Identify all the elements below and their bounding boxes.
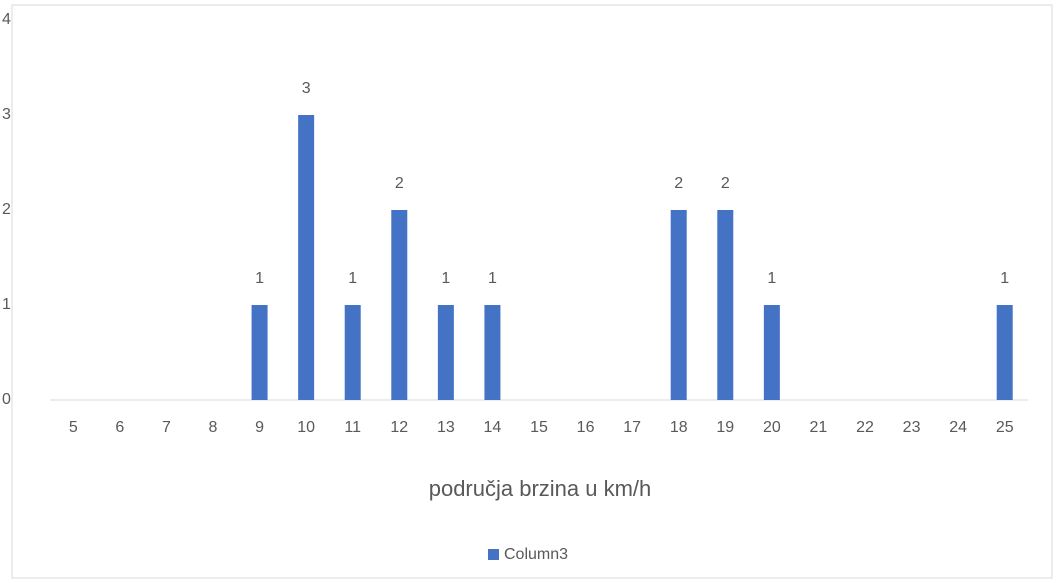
- x-tick-label: 16: [577, 419, 595, 436]
- x-tick-label: 15: [530, 419, 548, 436]
- x-tick-label: 19: [716, 419, 734, 436]
- data-label: 1: [767, 270, 776, 287]
- y-tick-label: 1: [2, 296, 11, 313]
- x-tick-label: 18: [670, 419, 688, 436]
- data-label: 1: [488, 270, 497, 287]
- data-label: 1: [348, 270, 357, 287]
- bar: [763, 305, 780, 400]
- x-tick-label: 7: [162, 419, 171, 436]
- x-tick-label: 13: [437, 419, 455, 436]
- x-tick-label: 22: [856, 419, 874, 436]
- y-tick-label: 4: [2, 11, 11, 28]
- bar: [391, 210, 408, 400]
- data-label: 2: [395, 175, 404, 192]
- chart-border: [11, 4, 1053, 579]
- x-tick-label: 17: [623, 419, 641, 436]
- x-tick-label: 6: [115, 419, 124, 436]
- x-tick-label: 12: [390, 419, 408, 436]
- x-tick-label: 21: [810, 419, 828, 436]
- bar: [670, 210, 687, 400]
- x-tick-label: 24: [949, 419, 967, 436]
- x-tick-label: 5: [69, 419, 78, 436]
- x-axis-title: područja brzina u km/h: [429, 476, 652, 501]
- x-tick-label: 25: [996, 419, 1014, 436]
- x-tick-label: 11: [344, 419, 361, 436]
- bar: [437, 305, 454, 400]
- data-label: 3: [302, 80, 311, 97]
- x-tick-label: 8: [209, 419, 218, 436]
- bar: [717, 210, 734, 400]
- x-tick-label: 20: [763, 419, 781, 436]
- bar: [298, 115, 315, 400]
- bar: [484, 305, 501, 400]
- bar: [251, 305, 268, 400]
- x-tick-label: 23: [903, 419, 921, 436]
- data-label: 1: [255, 270, 264, 287]
- data-label: 2: [721, 175, 730, 192]
- data-label: 2: [674, 175, 683, 192]
- bar: [344, 305, 361, 400]
- data-label: 1: [1000, 270, 1009, 287]
- x-tick-label: 9: [255, 419, 264, 436]
- y-tick-label: 2: [2, 201, 11, 218]
- y-tick-label: 0: [2, 391, 11, 408]
- bar: [996, 305, 1013, 400]
- data-label: 1: [441, 270, 450, 287]
- x-tick-label: 14: [484, 419, 502, 436]
- legend-label: Column3: [504, 546, 568, 563]
- x-tick-label: 10: [297, 419, 315, 436]
- y-tick-label: 3: [2, 106, 11, 123]
- legend-swatch: [488, 549, 499, 560]
